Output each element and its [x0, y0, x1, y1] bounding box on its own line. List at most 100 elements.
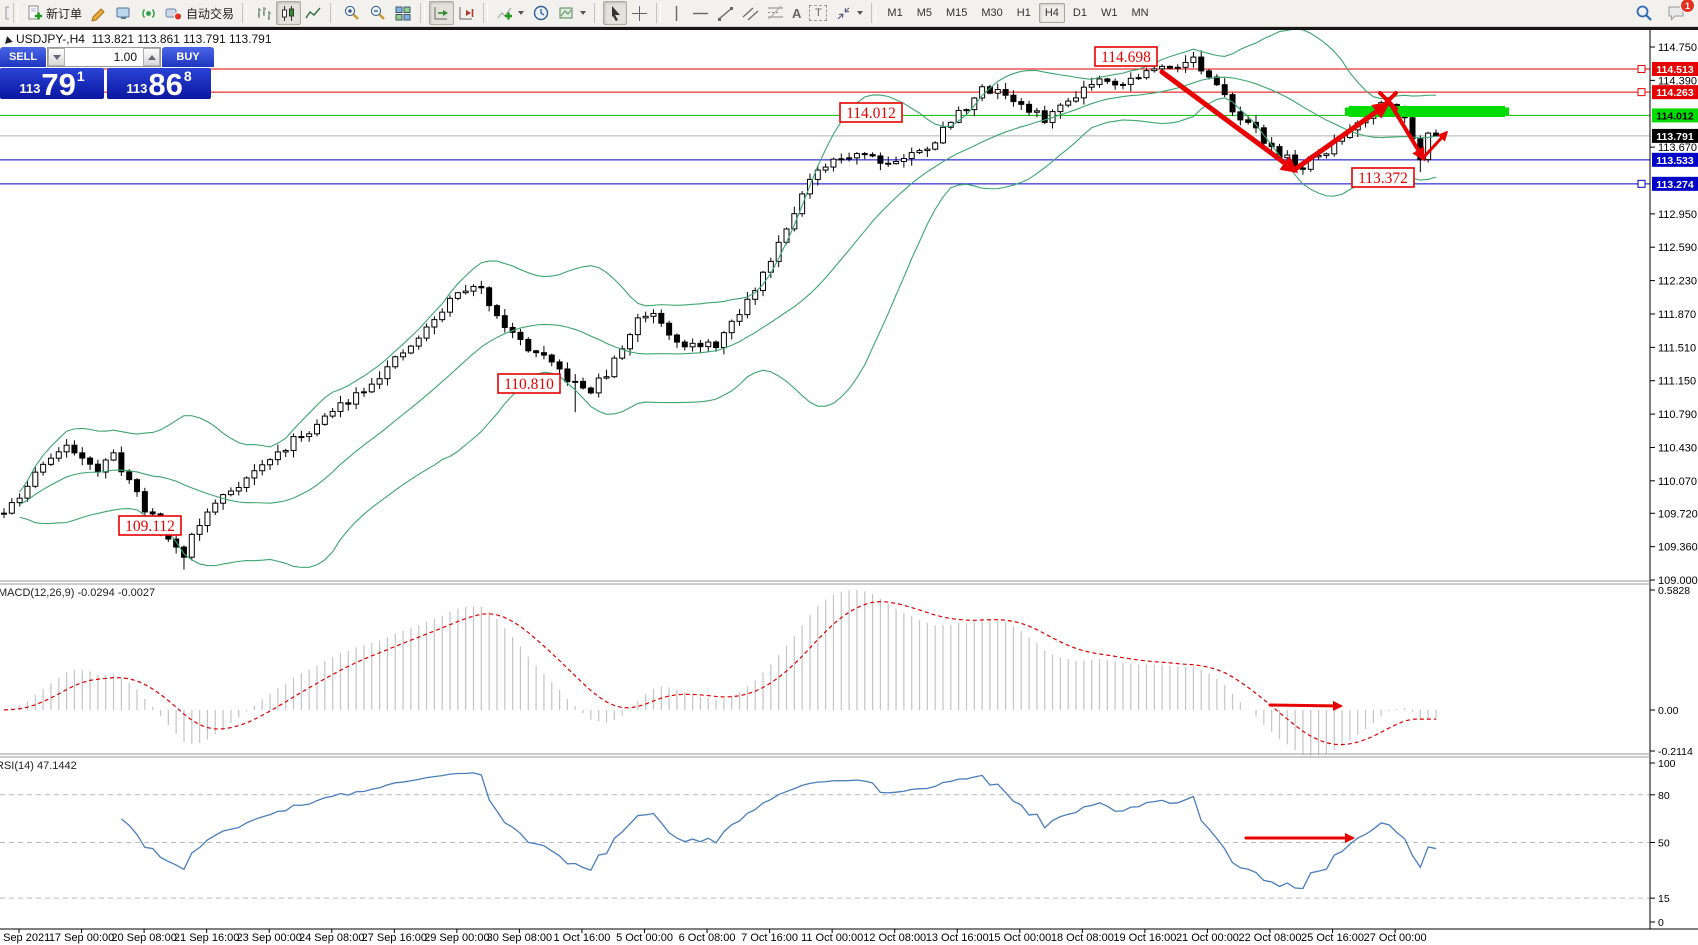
candle [1190, 56, 1197, 64]
indicators-button[interactable] [492, 1, 528, 25]
tile-windows-button[interactable] [391, 1, 416, 25]
equidistant-channel-button[interactable] [738, 1, 763, 25]
timeframe-M1[interactable]: M1 [887, 7, 903, 19]
search-button[interactable] [1631, 1, 1657, 25]
price-annotation-box[interactable] [118, 515, 182, 536]
macd-tick-label: 0.00 [1658, 705, 1679, 717]
price-annotation-box[interactable] [839, 102, 903, 123]
candle [1425, 132, 1432, 161]
candle [932, 142, 939, 150]
buy-price[interactable]: 113 86 8 [107, 68, 211, 100]
candlestick-chart-button[interactable] [276, 1, 302, 25]
price-badge-text: 114.513 [1656, 64, 1694, 76]
vertical-line-button[interactable] [665, 1, 688, 25]
zoom-in-button[interactable] [339, 1, 365, 25]
date-label[interactable]: 11 Oct 00:00 [801, 932, 863, 944]
date-label[interactable]: 5 Oct 00:00 [616, 932, 673, 944]
date-label[interactable]: 1 Oct 16:00 [554, 932, 611, 944]
crosshair-button[interactable] [627, 1, 652, 25]
cursor-button[interactable] [603, 1, 628, 25]
band-handle[interactable] [1345, 107, 1353, 116]
date-label[interactable]: 24 Sep 08:00 [299, 932, 364, 944]
terminal-button[interactable] [111, 1, 136, 25]
timeframe-W1[interactable]: W1 [1100, 7, 1118, 19]
auto-scroll-icon [433, 5, 450, 22]
candle [1119, 83, 1126, 86]
annotations[interactable]: 114.698 114.012 110.810 109.112 113.372 [118, 46, 1509, 844]
x-marker[interactable] [1378, 91, 1398, 111]
volume-decrease-button[interactable] [48, 48, 65, 66]
date-label[interactable]: 27 Sep 16:00 [362, 932, 427, 944]
date-label[interactable]: 29 Sep 00:00 [424, 932, 489, 944]
date-label[interactable]: 30 Sep 08:00 [487, 932, 552, 944]
horizontal-line-button[interactable] [688, 1, 713, 25]
date-label[interactable]: 15 Sep 2021 [0, 932, 50, 944]
buy-button[interactable]: BUY [162, 47, 214, 67]
timeframe-MN[interactable]: MN [1131, 7, 1149, 19]
text-label-button[interactable]: T [805, 1, 831, 25]
band-handle[interactable] [1501, 107, 1509, 116]
hline-marker[interactable] [1637, 179, 1646, 188]
timeframe-M15[interactable]: M15 [945, 7, 968, 19]
timeframe-M30[interactable]: M30 [981, 7, 1003, 19]
price-annotation-box[interactable] [497, 373, 561, 394]
date-label[interactable]: 12 Oct 08:00 [863, 932, 926, 944]
date-label[interactable]: 18 Oct 08:00 [1051, 932, 1114, 944]
hline-marker[interactable] [1637, 88, 1646, 97]
date-label[interactable]: 21 Oct 00:00 [1176, 932, 1239, 944]
sell-price[interactable]: 113 79 1 [0, 68, 104, 100]
date-label[interactable]: 19 Oct 16:00 [1113, 932, 1176, 944]
candle [87, 457, 94, 465]
new-order-button[interactable]: 新订单 [22, 1, 86, 25]
timeframe-H1[interactable]: H1 [1016, 7, 1031, 19]
bar-chart-button[interactable] [251, 1, 276, 25]
candle [1229, 94, 1236, 113]
chart-shift-button[interactable] [454, 1, 479, 25]
autotrading-label: 自动交易 [186, 6, 235, 21]
notifications-button[interactable]: 1 [1663, 0, 1695, 25]
candle [736, 314, 743, 322]
autotrading-button[interactable]: 自动交易 [161, 1, 238, 25]
price-tick-label: 113.670 [1658, 142, 1697, 154]
candle [259, 464, 266, 472]
timeframe-H4[interactable]: H4 [1038, 3, 1065, 23]
arrows-button[interactable] [831, 1, 867, 25]
editor-button[interactable] [86, 1, 111, 25]
date-label[interactable]: 21 Sep 16:00 [174, 932, 239, 944]
volume-input[interactable]: 1.00 [113, 50, 137, 64]
line-chart-button[interactable] [301, 1, 326, 25]
fibonacci-button[interactable] [763, 1, 788, 25]
date-label[interactable]: 22 Oct 08:00 [1239, 932, 1302, 944]
date-label[interactable]: 27 Oct 00:00 [1364, 932, 1427, 944]
templates-button[interactable] [554, 1, 590, 25]
price-annotation-box[interactable] [1094, 46, 1158, 67]
trend-arrow[interactable] [1268, 700, 1344, 711]
auto-scroll-button[interactable] [429, 1, 455, 25]
volume-increase-button[interactable] [143, 48, 160, 66]
text-button[interactable]: A [788, 1, 805, 25]
zoom-out-button[interactable] [365, 1, 391, 25]
date-label[interactable]: 6 Oct 08:00 [679, 932, 736, 944]
hline-marker[interactable] [1637, 64, 1646, 73]
signals-button[interactable] [136, 1, 161, 25]
date-label[interactable]: 7 Oct 16:00 [741, 932, 798, 944]
price-annotation-box[interactable] [1351, 167, 1415, 188]
period-button[interactable] [528, 1, 554, 25]
trend-arrow[interactable] [1421, 130, 1449, 160]
timeframe-M5[interactable]: M5 [916, 7, 932, 19]
trend-arrow[interactable] [1291, 102, 1391, 173]
rsi-label: RSI(14) 47.1442 [0, 760, 77, 772]
date-label[interactable]: 20 Sep 08:00 [111, 932, 176, 944]
sell-button[interactable]: SELL [0, 47, 46, 67]
timeframe-D1[interactable]: D1 [1072, 7, 1087, 19]
date-label[interactable]: 13 Oct 16:00 [926, 932, 989, 944]
trend-arrow[interactable] [1159, 69, 1299, 174]
date-label[interactable]: 25 Oct 16:00 [1301, 932, 1364, 944]
date-label[interactable]: 17 Sep 00:00 [49, 932, 114, 944]
support-band[interactable] [1349, 106, 1505, 117]
date-label[interactable]: 15 Oct 00:00 [988, 932, 1051, 944]
date-label[interactable]: 23 Sep 00:00 [236, 932, 301, 944]
trendline-button[interactable] [713, 1, 738, 25]
trend-arrow[interactable] [1388, 101, 1426, 162]
